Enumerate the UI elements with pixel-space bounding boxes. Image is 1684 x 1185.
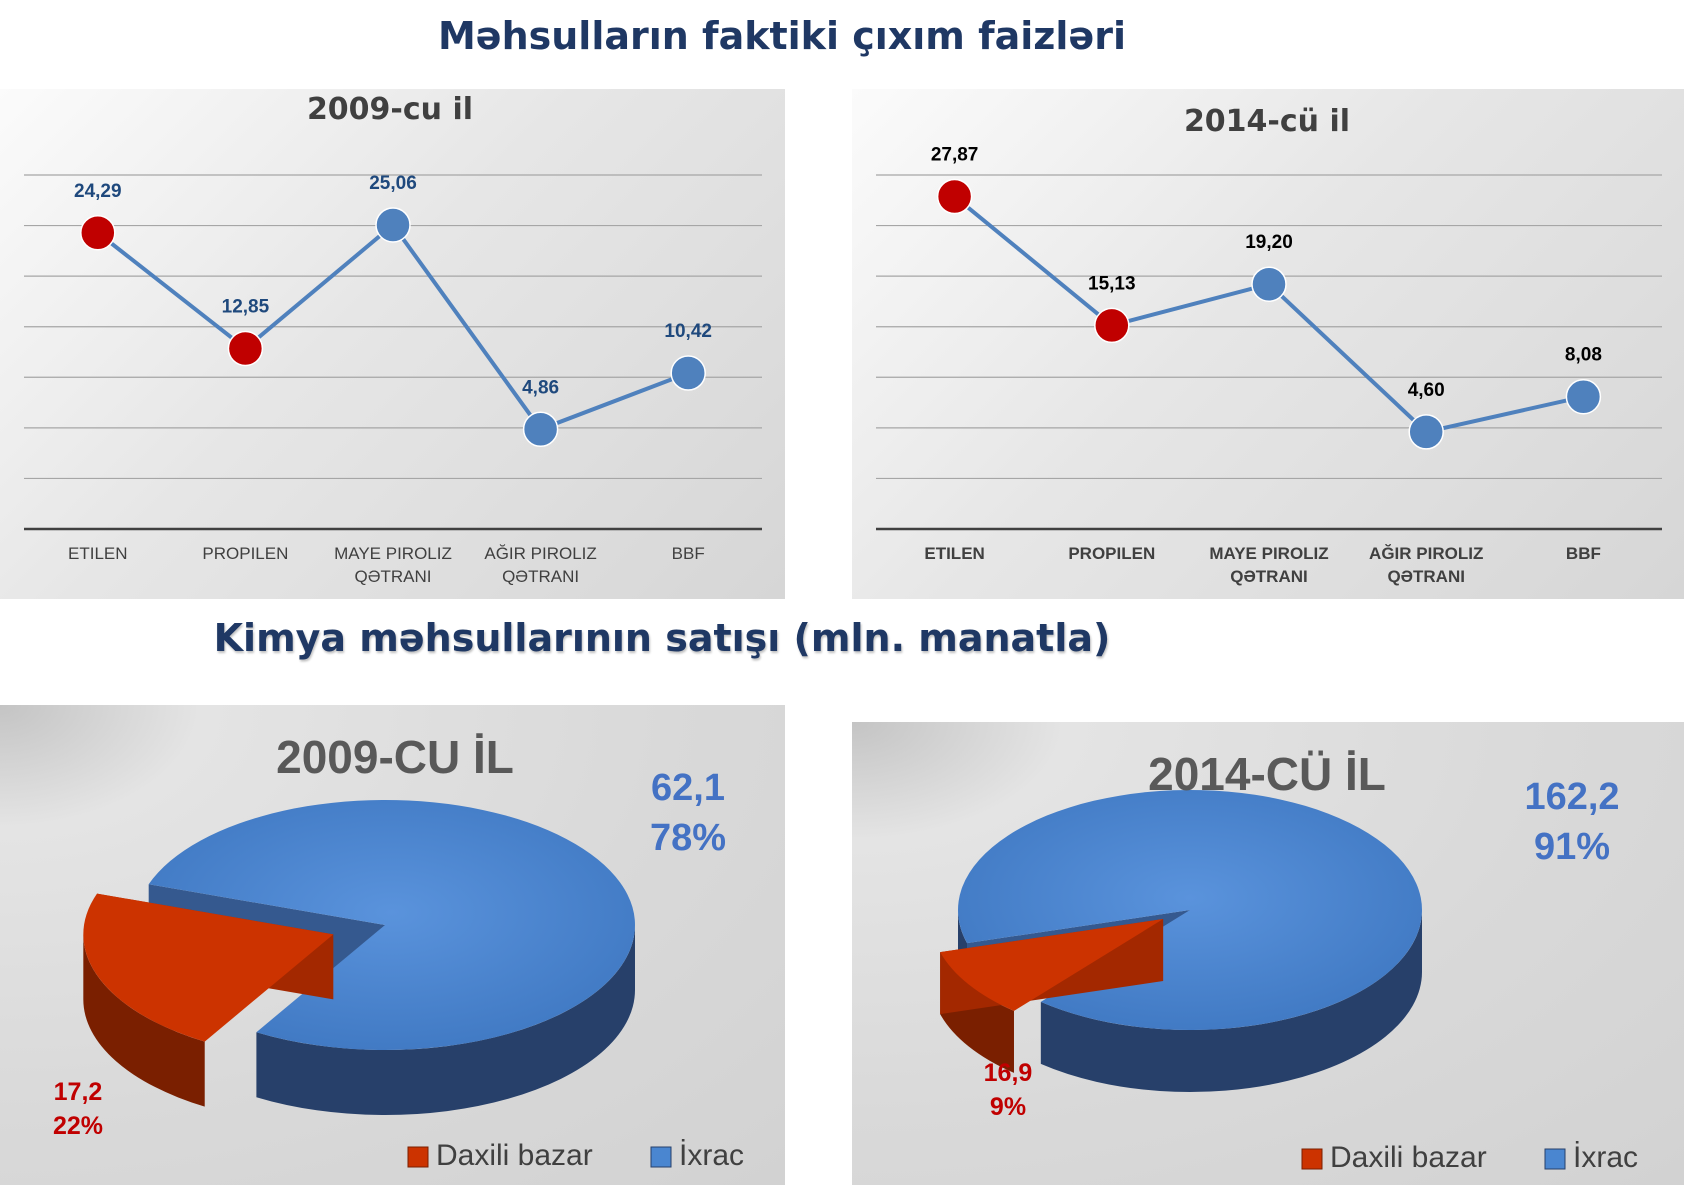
data-label: 27,87 [931, 145, 979, 166]
category-label: PROPILEN [202, 544, 288, 563]
pie-chart-2014-svg: 2014-CÜ İL 162,2 91% 16,9 9% Daxili bazar İxra… [940, 748, 1638, 1174]
data-point [375, 207, 411, 243]
pie-chart-2009-svg: 2009-CU İL 62,1 78% 17,2 22% Daxili bazar İxra… [53, 731, 744, 1172]
category-label: QƏTRANI [354, 567, 431, 586]
data-label: 4,86 [522, 377, 559, 398]
legend-swatch-daxili [1301, 1148, 1323, 1170]
data-point [936, 178, 973, 215]
legend-swatch-daxili [407, 1146, 429, 1168]
slice-percent-label-ixrac: 78% [650, 817, 726, 859]
data-label: 4,60 [1408, 380, 1445, 401]
pie-title: 2014-CÜ İL [1148, 748, 1386, 800]
slice-percent-label-daxili: 22% [53, 1112, 103, 1140]
category-label: ETILEN [68, 544, 128, 563]
main-heading-output: Məhsulların faktiki çıxım faizləri [437, 14, 1126, 58]
main-heading-sales: Kimya məhsullarının satışı (mln. manatla… [213, 616, 1111, 660]
data-label: 25,06 [369, 173, 417, 194]
data-label: 15,13 [1088, 273, 1136, 294]
pie-chart-2009: 2009-CU İL 62,1 78% 17,2 22% Daxili bazar İxra… [0, 705, 785, 1185]
line-chart-2009-svg: 2009-cu il 24,29 ETILEN 12,85 PROPILEN 25,06 M… [24, 92, 762, 586]
legend-swatch-ixrac [650, 1146, 672, 1168]
slice-value-label-ixrac: 62,1 [651, 767, 725, 809]
pie-slice-ixrac [148, 800, 636, 1050]
data-point [1094, 307, 1130, 344]
category-label: AĞIR PIROLIZ [1369, 544, 1483, 563]
data-point [1251, 266, 1287, 302]
slice-value-label-ixrac: 162,2 [1524, 776, 1619, 818]
legend-label-daxili: Daxili bazar [1330, 1141, 1487, 1174]
line-chart-2009: 2009-cu il 24,29 ETILEN 12,85 PROPILEN 25,06 M… [0, 89, 785, 599]
category-label: QƏTRANI [1230, 567, 1308, 586]
slice-percent-label-daxili: 9% [990, 1093, 1026, 1121]
pie-chart-2014: 2014-CÜ İL 162,2 91% 16,9 9% Daxili bazar İxra… [852, 722, 1684, 1185]
chart-title: 2014-cü il [1184, 104, 1350, 139]
legend-label-ixrac: İxrac [1573, 1141, 1638, 1174]
category-label: MAYE PIROLIZ [1209, 544, 1328, 563]
data-point [1408, 414, 1444, 450]
line-chart-2014: 2014-cü il 27,87 ETILEN 15,13 PROPILEN 19,20 M… [852, 89, 1684, 599]
pie-slice-ixrac [958, 790, 1422, 1030]
data-point [670, 355, 706, 391]
data-label: 24,29 [74, 181, 122, 202]
chart-title: 2009-cu il [307, 92, 473, 127]
pie-slice-daxili [940, 919, 1164, 1011]
data-point [80, 215, 116, 251]
slice-value-label-daxili: 16,9 [984, 1059, 1033, 1087]
pie-slice-side-daxili [83, 934, 205, 1107]
data-label: 12,85 [222, 296, 270, 317]
category-label: QƏTRANI [502, 567, 579, 586]
category-label: ETILEN [924, 544, 984, 563]
pie-title: 2009-CU İL [276, 731, 514, 783]
category-label: BBF [1566, 544, 1601, 563]
category-label: QƏTRANI [1387, 567, 1465, 586]
line-chart-2014-svg: 2014-cü il 27,87 ETILEN 15,13 PROPILEN 19,20 M… [876, 104, 1662, 586]
pie-slice-side-ixrac [1040, 910, 1422, 1092]
legend-label-daxili: Daxili bazar [436, 1139, 593, 1172]
category-label: AĞIR PIROLIZ [484, 544, 596, 563]
data-point [227, 330, 264, 367]
category-label: BBF [672, 544, 705, 563]
category-label: PROPILEN [1068, 544, 1155, 563]
data-label: 8,08 [1565, 345, 1602, 366]
pie-slice-daxili [83, 893, 334, 1042]
category-label: MAYE PIROLIZ [334, 544, 452, 563]
legend-swatch-ixrac [1544, 1148, 1566, 1170]
legend-label-ixrac: İxrac [679, 1139, 744, 1172]
slice-percent-label-ixrac: 91% [1534, 826, 1610, 868]
data-point [522, 411, 559, 448]
data-label: 19,20 [1245, 232, 1293, 253]
pie-slice-side-ixrac [256, 925, 635, 1115]
data-label: 10,42 [664, 321, 712, 342]
slice-value-label-daxili: 17,2 [54, 1078, 103, 1106]
data-point [1565, 378, 1602, 415]
